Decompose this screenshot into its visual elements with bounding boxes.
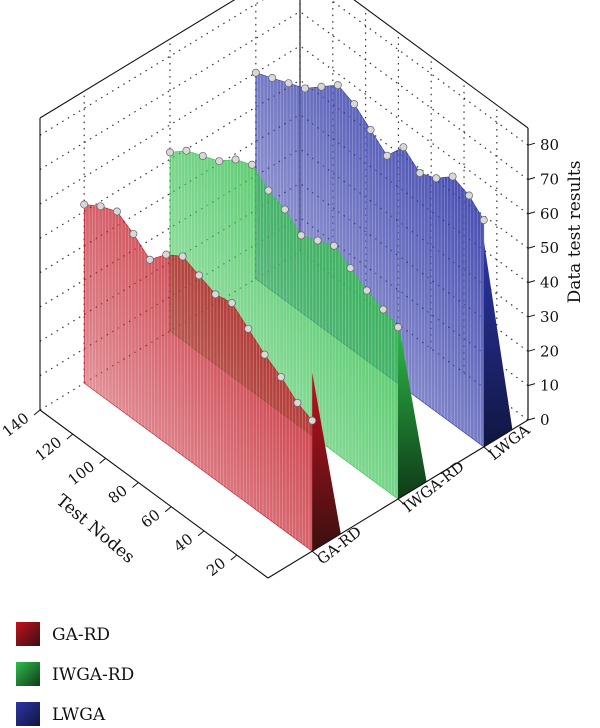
z-axis-title: Data test results <box>565 161 585 304</box>
point-lwga-20 <box>448 172 457 181</box>
point-lwga-10 <box>465 191 473 200</box>
point-ga-rd-10 <box>293 398 302 407</box>
point-ga-rd-30 <box>260 350 269 359</box>
z-tick-label: 80 <box>540 136 559 154</box>
point-iwga-rd-30 <box>346 264 355 273</box>
point-ga-rd-110 <box>129 229 138 238</box>
point-lwga-130 <box>268 74 277 82</box>
point-lwga-70 <box>366 125 375 134</box>
z-tick-label: 30 <box>540 308 559 326</box>
wall-endcap-ga-rd <box>312 372 341 552</box>
point-iwga-rd-60 <box>297 231 306 240</box>
x-tick-label: 120 <box>32 433 66 465</box>
point-lwga-40 <box>415 169 424 177</box>
legend-label-iwga-rd: IWGA-RD <box>52 665 134 685</box>
point-ga-rd-60 <box>211 290 220 299</box>
point-lwga-60 <box>383 151 391 160</box>
wall-endcap-iwga-rd <box>398 320 427 499</box>
point-iwga-rd-110 <box>215 157 224 166</box>
point-iwga-rd-40 <box>330 241 338 250</box>
point-iwga-rd-80 <box>264 186 273 195</box>
point-iwga-rd-140 <box>166 148 174 157</box>
z-tick-label: 0 <box>540 411 550 429</box>
point-lwga-120 <box>284 79 293 88</box>
legend-label-ga-rd: GA-RD <box>52 625 110 645</box>
x-tick-label: 100 <box>64 457 98 489</box>
z-tick-label: 20 <box>540 342 559 360</box>
point-iwga-rd-90 <box>248 160 256 169</box>
z-tick-label: 70 <box>540 171 559 189</box>
z-tick-label: 60 <box>540 205 559 223</box>
point-lwga-100 <box>317 82 326 91</box>
point-ga-rd-130 <box>96 202 105 211</box>
x-tick-label: 20 <box>203 554 229 580</box>
legend: GA-RD IWGA-RD LWGA <box>16 622 134 726</box>
point-lwga-1 <box>479 216 488 225</box>
series-walls <box>80 68 513 552</box>
z-tick-label: 50 <box>540 239 559 257</box>
point-lwga-90 <box>333 81 342 90</box>
wall-endcap-lwga <box>483 240 513 447</box>
x-tick-label: 40 <box>170 530 196 556</box>
point-ga-rd-1 <box>308 416 317 425</box>
point-ga-rd-50 <box>227 299 236 307</box>
point-iwga-rd-10 <box>379 305 388 314</box>
point-ga-rd-70 <box>195 271 203 280</box>
point-lwga-110 <box>301 84 309 93</box>
point-iwga-rd-130 <box>182 146 191 155</box>
point-ga-rd-140 <box>80 200 89 209</box>
x-axis-title: Test Nodes <box>52 491 138 568</box>
point-iwga-rd-120 <box>198 151 207 160</box>
point-iwga-rd-1 <box>394 323 402 332</box>
point-iwga-rd-100 <box>231 155 240 164</box>
point-ga-rd-40 <box>244 324 253 333</box>
point-ga-rd-90 <box>162 250 171 259</box>
point-iwga-rd-50 <box>313 236 322 245</box>
x-tick-label: 60 <box>138 506 164 532</box>
z-tick-label: 40 <box>540 274 559 292</box>
point-iwga-rd-20 <box>362 286 371 295</box>
legend-label-lwga: LWGA <box>52 705 106 725</box>
point-lwga-80 <box>350 100 359 108</box>
x-tick-label: 140 <box>0 409 32 441</box>
legend-swatch-iwga-rd <box>16 662 40 686</box>
series-wall-ga-rd <box>80 200 341 552</box>
point-lwga-50 <box>399 143 408 152</box>
point-ga-rd-120 <box>113 207 121 216</box>
point-lwga-30 <box>432 174 441 183</box>
point-ga-rd-80 <box>178 252 187 261</box>
point-ga-rd-100 <box>145 255 154 264</box>
legend-swatch-lwga <box>16 702 40 726</box>
point-ga-rd-20 <box>277 373 285 381</box>
legend-swatch-ga-rd <box>16 622 40 646</box>
x-tick-label: 80 <box>105 481 131 507</box>
point-lwga-140 <box>251 68 260 77</box>
point-iwga-rd-70 <box>280 205 289 214</box>
z-tick-label: 10 <box>540 377 559 395</box>
